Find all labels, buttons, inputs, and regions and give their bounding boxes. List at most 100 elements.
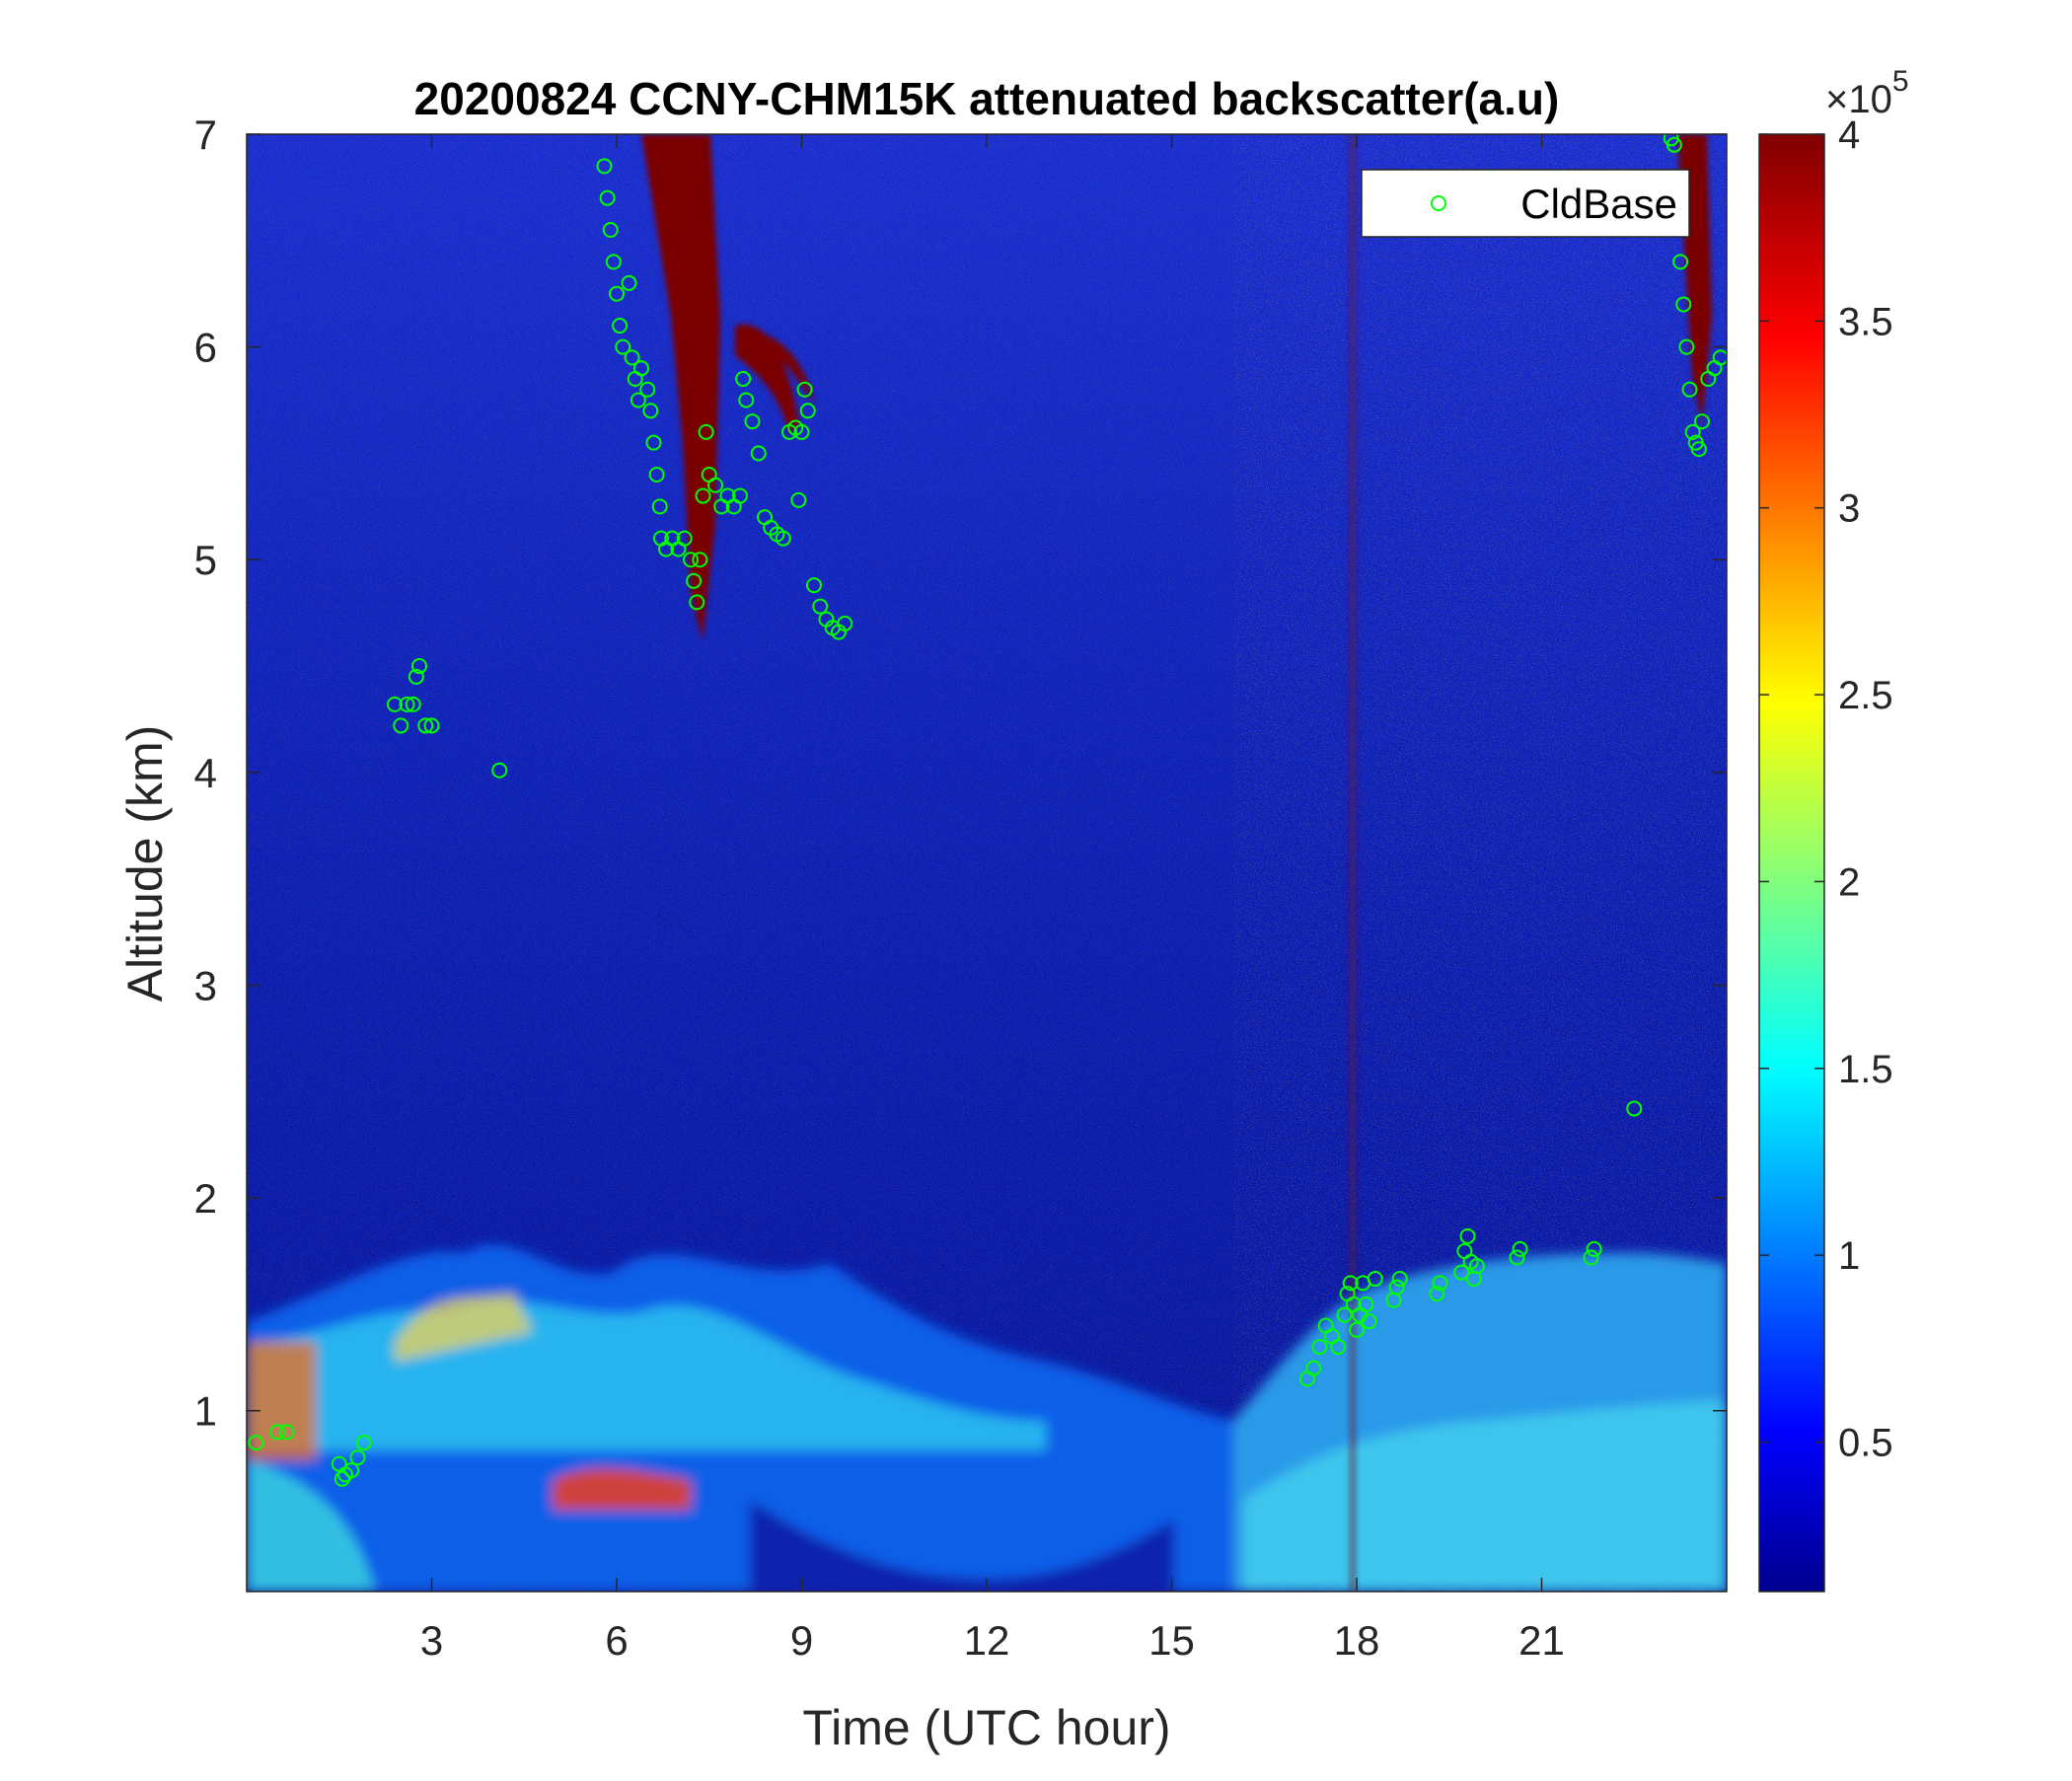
cloud-base-point <box>599 189 616 206</box>
cloud-base-point <box>1330 1339 1347 1356</box>
colorbar-tick-label: 3 <box>1838 487 1860 531</box>
cloud-base-point <box>1672 254 1689 270</box>
cloud-base-point <box>615 338 631 355</box>
colorbar-multiplier: ×105 <box>1825 65 1909 121</box>
cloud-base-point <box>1367 1271 1383 1288</box>
cloud-base-point <box>738 392 755 408</box>
cloud-base-point <box>387 696 403 712</box>
cloud-base-point <box>343 1462 360 1479</box>
cloud-base-point <box>423 717 440 734</box>
cloud-base-markers <box>248 134 1727 1487</box>
cloud-base-point <box>399 696 415 712</box>
colorbar-multiplier-exponent: 5 <box>1892 65 1909 98</box>
y-tick-label: 1 <box>194 1388 217 1435</box>
cloud-base-point <box>642 403 659 419</box>
cloud-base-point <box>355 1435 372 1451</box>
cloud-base-point <box>248 1435 264 1451</box>
cloud-base-point <box>333 1470 350 1487</box>
cloud-base-point <box>775 530 791 547</box>
cloud-base-point <box>407 668 424 685</box>
cloud-base-point <box>609 285 625 302</box>
legend[interactable]: CldBase <box>1361 169 1690 238</box>
colorbar-tick-label: 1.5 <box>1838 1048 1893 1091</box>
cloud-base-point <box>621 274 637 291</box>
y-tick-label: 6 <box>194 325 217 371</box>
cloud-base-point <box>1358 1296 1374 1312</box>
y-axis: 1 2 3 4 5 6 7 <box>194 111 1727 1435</box>
cloud-base-point <box>596 158 613 175</box>
cloud-base-point <box>278 1424 295 1441</box>
cloud-base-point <box>1361 1313 1377 1330</box>
cloud-base-point <box>629 392 646 408</box>
x-tick-label: 18 <box>1334 1617 1380 1664</box>
cloud-base-point <box>1388 1279 1405 1296</box>
cloud-base-point <box>1459 1227 1476 1244</box>
x-tick-label: 12 <box>964 1617 1010 1664</box>
colorbar-tick-label: 2 <box>1838 860 1860 904</box>
cloud-base-point <box>793 423 810 440</box>
cloud-base-point <box>707 477 723 493</box>
cloud-base-point <box>683 552 699 568</box>
colorbar-ticks: 0.5 1 1.5 2 2.5 3 3.5 4 <box>1759 113 1893 1465</box>
cloud-base-point <box>393 717 409 734</box>
y-tick-label: 7 <box>194 111 217 158</box>
cloud-base-point <box>790 491 807 508</box>
boundary-layer <box>247 1244 1727 1592</box>
cloud-base-point <box>686 572 703 589</box>
x-tick-label: 3 <box>420 1617 443 1664</box>
cloud-base-point <box>602 222 619 239</box>
cloud-base-point <box>491 762 508 779</box>
cloud-base-point <box>1678 338 1695 355</box>
cloud-base-point <box>269 1424 286 1441</box>
cloud-base-point <box>1305 1360 1322 1376</box>
cloud-base-point <box>645 434 662 451</box>
cloud-base-point <box>676 530 693 547</box>
colorbar-gradient <box>1758 133 1825 1593</box>
cloud-base-point <box>1512 1240 1528 1257</box>
cloud-base-point <box>349 1449 366 1466</box>
colorbar: 0.5 1 1.5 2 2.5 3 3.5 4 ×105 <box>1758 65 1909 1593</box>
cloud-base-point <box>735 370 752 387</box>
cloud-base-point <box>1681 381 1698 398</box>
cloud-base-point <box>1336 1306 1353 1323</box>
cloud-base-point <box>812 598 829 615</box>
cloud-base-point <box>1586 1240 1602 1257</box>
x-tick-label: 21 <box>1518 1617 1565 1664</box>
x-axis: 3 6 9 12 15 18 21 <box>420 134 1565 1664</box>
cloud-base-point <box>1432 1275 1448 1292</box>
cloud-base-point <box>417 717 434 734</box>
cloud-base-point <box>1429 1286 1445 1302</box>
cloud-base-point <box>806 577 822 594</box>
cloud-base-point <box>744 413 761 430</box>
cloud-base-point <box>1468 1258 1485 1275</box>
cloud-base-point <box>633 360 649 377</box>
cloud-base-point <box>1626 1100 1643 1117</box>
legend-marker-icon <box>1431 195 1446 211</box>
y-axis-label: Altitude (km) <box>117 725 173 1002</box>
cloud-base-point <box>1342 1275 1359 1292</box>
x-tick-label: 6 <box>605 1617 628 1664</box>
cloud-base-point <box>692 552 708 568</box>
x-tick-label: 15 <box>1148 1617 1195 1664</box>
cloud-base-point <box>1311 1339 1328 1356</box>
cloud-base-point <box>651 498 668 515</box>
colorbar-tick-label: 4 <box>1838 113 1860 157</box>
cloud-base-point <box>612 318 629 334</box>
cloud-base-point <box>405 696 421 712</box>
x-axis-label: Time (UTC hour) <box>802 1700 1170 1755</box>
cloud-base-point <box>1665 136 1682 153</box>
cloud-base-point <box>689 594 705 611</box>
cloud-base-point <box>695 487 711 504</box>
y-tick-label: 4 <box>194 750 217 796</box>
legend-box <box>1361 169 1690 238</box>
cloud-base-point <box>1583 1249 1599 1266</box>
cloud-base-point <box>1391 1271 1408 1288</box>
cloud-base-point <box>1690 441 1707 458</box>
chart-title: 20200824 CCNY-CHM15K attenuated backscat… <box>414 73 1560 124</box>
colorbar-tick-label: 1 <box>1838 1234 1860 1278</box>
cloud-base-point <box>837 615 853 631</box>
colorbar-tick-label: 0.5 <box>1838 1422 1893 1465</box>
y-tick-label: 3 <box>194 962 217 1008</box>
